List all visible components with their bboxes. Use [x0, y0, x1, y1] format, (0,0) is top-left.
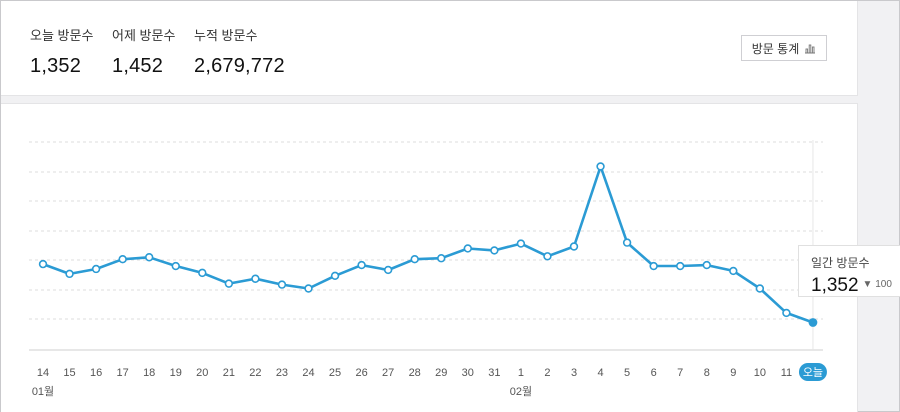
data-point-17 [490, 246, 499, 255]
data-point-22 [622, 238, 632, 247]
data-point-15 [437, 254, 446, 263]
x-tick-label-23: 6 [651, 367, 657, 379]
series-line [42, 165, 814, 324]
stat-today-label: 오늘 방문수 [30, 28, 94, 43]
data-point-6 [198, 268, 207, 278]
x-tick-label-14: 28 [409, 367, 421, 379]
month-label-01: 01월 [32, 385, 54, 398]
x-tick-label-12: 26 [355, 367, 367, 379]
visit-stats-button-label: 방문 통계 [751, 41, 800, 56]
x-tick-label-1: 15 [63, 367, 75, 379]
data-point-21 [596, 162, 605, 171]
x-tick-label-18: 1 [518, 367, 524, 379]
tooltip-change: ▼ 100 [862, 279, 892, 290]
x-tick-label-2: 16 [90, 367, 102, 379]
daily-visits-tooltip: 일간 방문수 1,352 ▼ 100 [798, 245, 900, 297]
bar-chart-icon [805, 44, 816, 53]
data-point-20 [569, 242, 579, 251]
x-tick-label-27: 10 [754, 367, 766, 379]
x-tick-label-6: 20 [196, 367, 208, 379]
x-tick-label-25: 8 [704, 367, 710, 379]
x-tick-label-17: 31 [488, 367, 500, 379]
x-tick-label-19: 2 [544, 367, 550, 379]
x-tick-label-11: 25 [329, 367, 341, 379]
data-point-29 [808, 318, 818, 327]
data-point-13 [383, 265, 393, 275]
x-tick-label-3: 17 [117, 367, 129, 379]
x-tick-label-29: 오늘 [803, 366, 823, 379]
data-point-28 [782, 308, 791, 318]
data-point-24 [675, 261, 685, 271]
data-point-7 [224, 279, 234, 288]
stat-total-value: 2,679,772 [194, 55, 285, 77]
x-tick-label-9: 23 [276, 367, 288, 379]
x-tick-label-8: 22 [249, 367, 261, 379]
data-point-1 [65, 269, 74, 279]
month-label-02: 02월 [510, 385, 532, 398]
x-tick-label-5: 19 [170, 367, 182, 379]
data-point-9 [277, 280, 287, 289]
x-tick-label-15: 29 [435, 367, 447, 379]
data-point-5 [171, 261, 180, 271]
data-point-19 [543, 252, 552, 261]
visitor-stats-card: 오늘 방문수 1,352 어제 방문수 1,452 누적 방문수 2,679,7… [1, 1, 858, 96]
tooltip-value: 1,352 [811, 275, 859, 296]
stat-yesterday-label: 어제 방문수 [112, 28, 176, 43]
data-point-4 [145, 253, 154, 262]
data-point-0 [38, 259, 48, 269]
data-point-18 [516, 239, 526, 248]
x-tick-label-16: 30 [462, 367, 474, 379]
data-point-10 [304, 284, 313, 293]
x-tick-label-0: 14 [37, 367, 49, 379]
data-point-14 [410, 255, 419, 264]
x-tick-label-13: 27 [382, 367, 394, 379]
x-tick-label-24: 7 [677, 367, 683, 379]
data-point-11 [330, 271, 340, 281]
x-tick-highlight-pill [798, 363, 827, 381]
data-point-16 [463, 244, 472, 253]
x-tick-label-20: 3 [571, 367, 577, 379]
data-point-25 [702, 260, 711, 270]
stat-total-label: 누적 방문수 [194, 28, 258, 43]
daily-visits-chart-card: 14 15 16 17 18 19 20 21 22 23 24 25 26 27 28 29 30 31 1 2 3 4… [1, 103, 858, 412]
data-point-12 [357, 260, 366, 270]
stat-yesterday: 어제 방문수 1,452 [112, 25, 175, 78]
x-tick-label-4: 18 [143, 367, 155, 379]
data-point-8 [251, 274, 260, 283]
x-tick-label-10: 24 [302, 367, 314, 379]
data-point-26 [729, 266, 738, 276]
stat-today-value: 1,352 [30, 55, 82, 77]
x-tick-label-21: 4 [597, 367, 603, 379]
tooltip-label: 일간 방문수 [811, 256, 870, 270]
stat-today: 오늘 방문수 1,352 [30, 25, 93, 78]
stat-yesterday-value: 1,452 [112, 55, 164, 77]
stat-total: 누적 방문수 2,679,772 [194, 25, 285, 78]
x-tick-label-28: 11 [781, 367, 792, 379]
visit-stats-button[interactable]: 방문 통계 [741, 35, 827, 61]
data-point-2 [91, 264, 101, 274]
x-tick-label-22: 5 [624, 367, 630, 379]
daily-visits-line-chart: 14 15 16 17 18 19 20 21 22 23 24 25 26 27 28 29 30 31 1 2 3 4… [29, 140, 827, 398]
x-tick-label-7: 21 [223, 367, 235, 379]
data-point-23 [649, 261, 658, 271]
data-point-3 [118, 255, 127, 264]
data-point-27 [755, 284, 765, 293]
x-tick-label-26: 9 [730, 367, 736, 379]
